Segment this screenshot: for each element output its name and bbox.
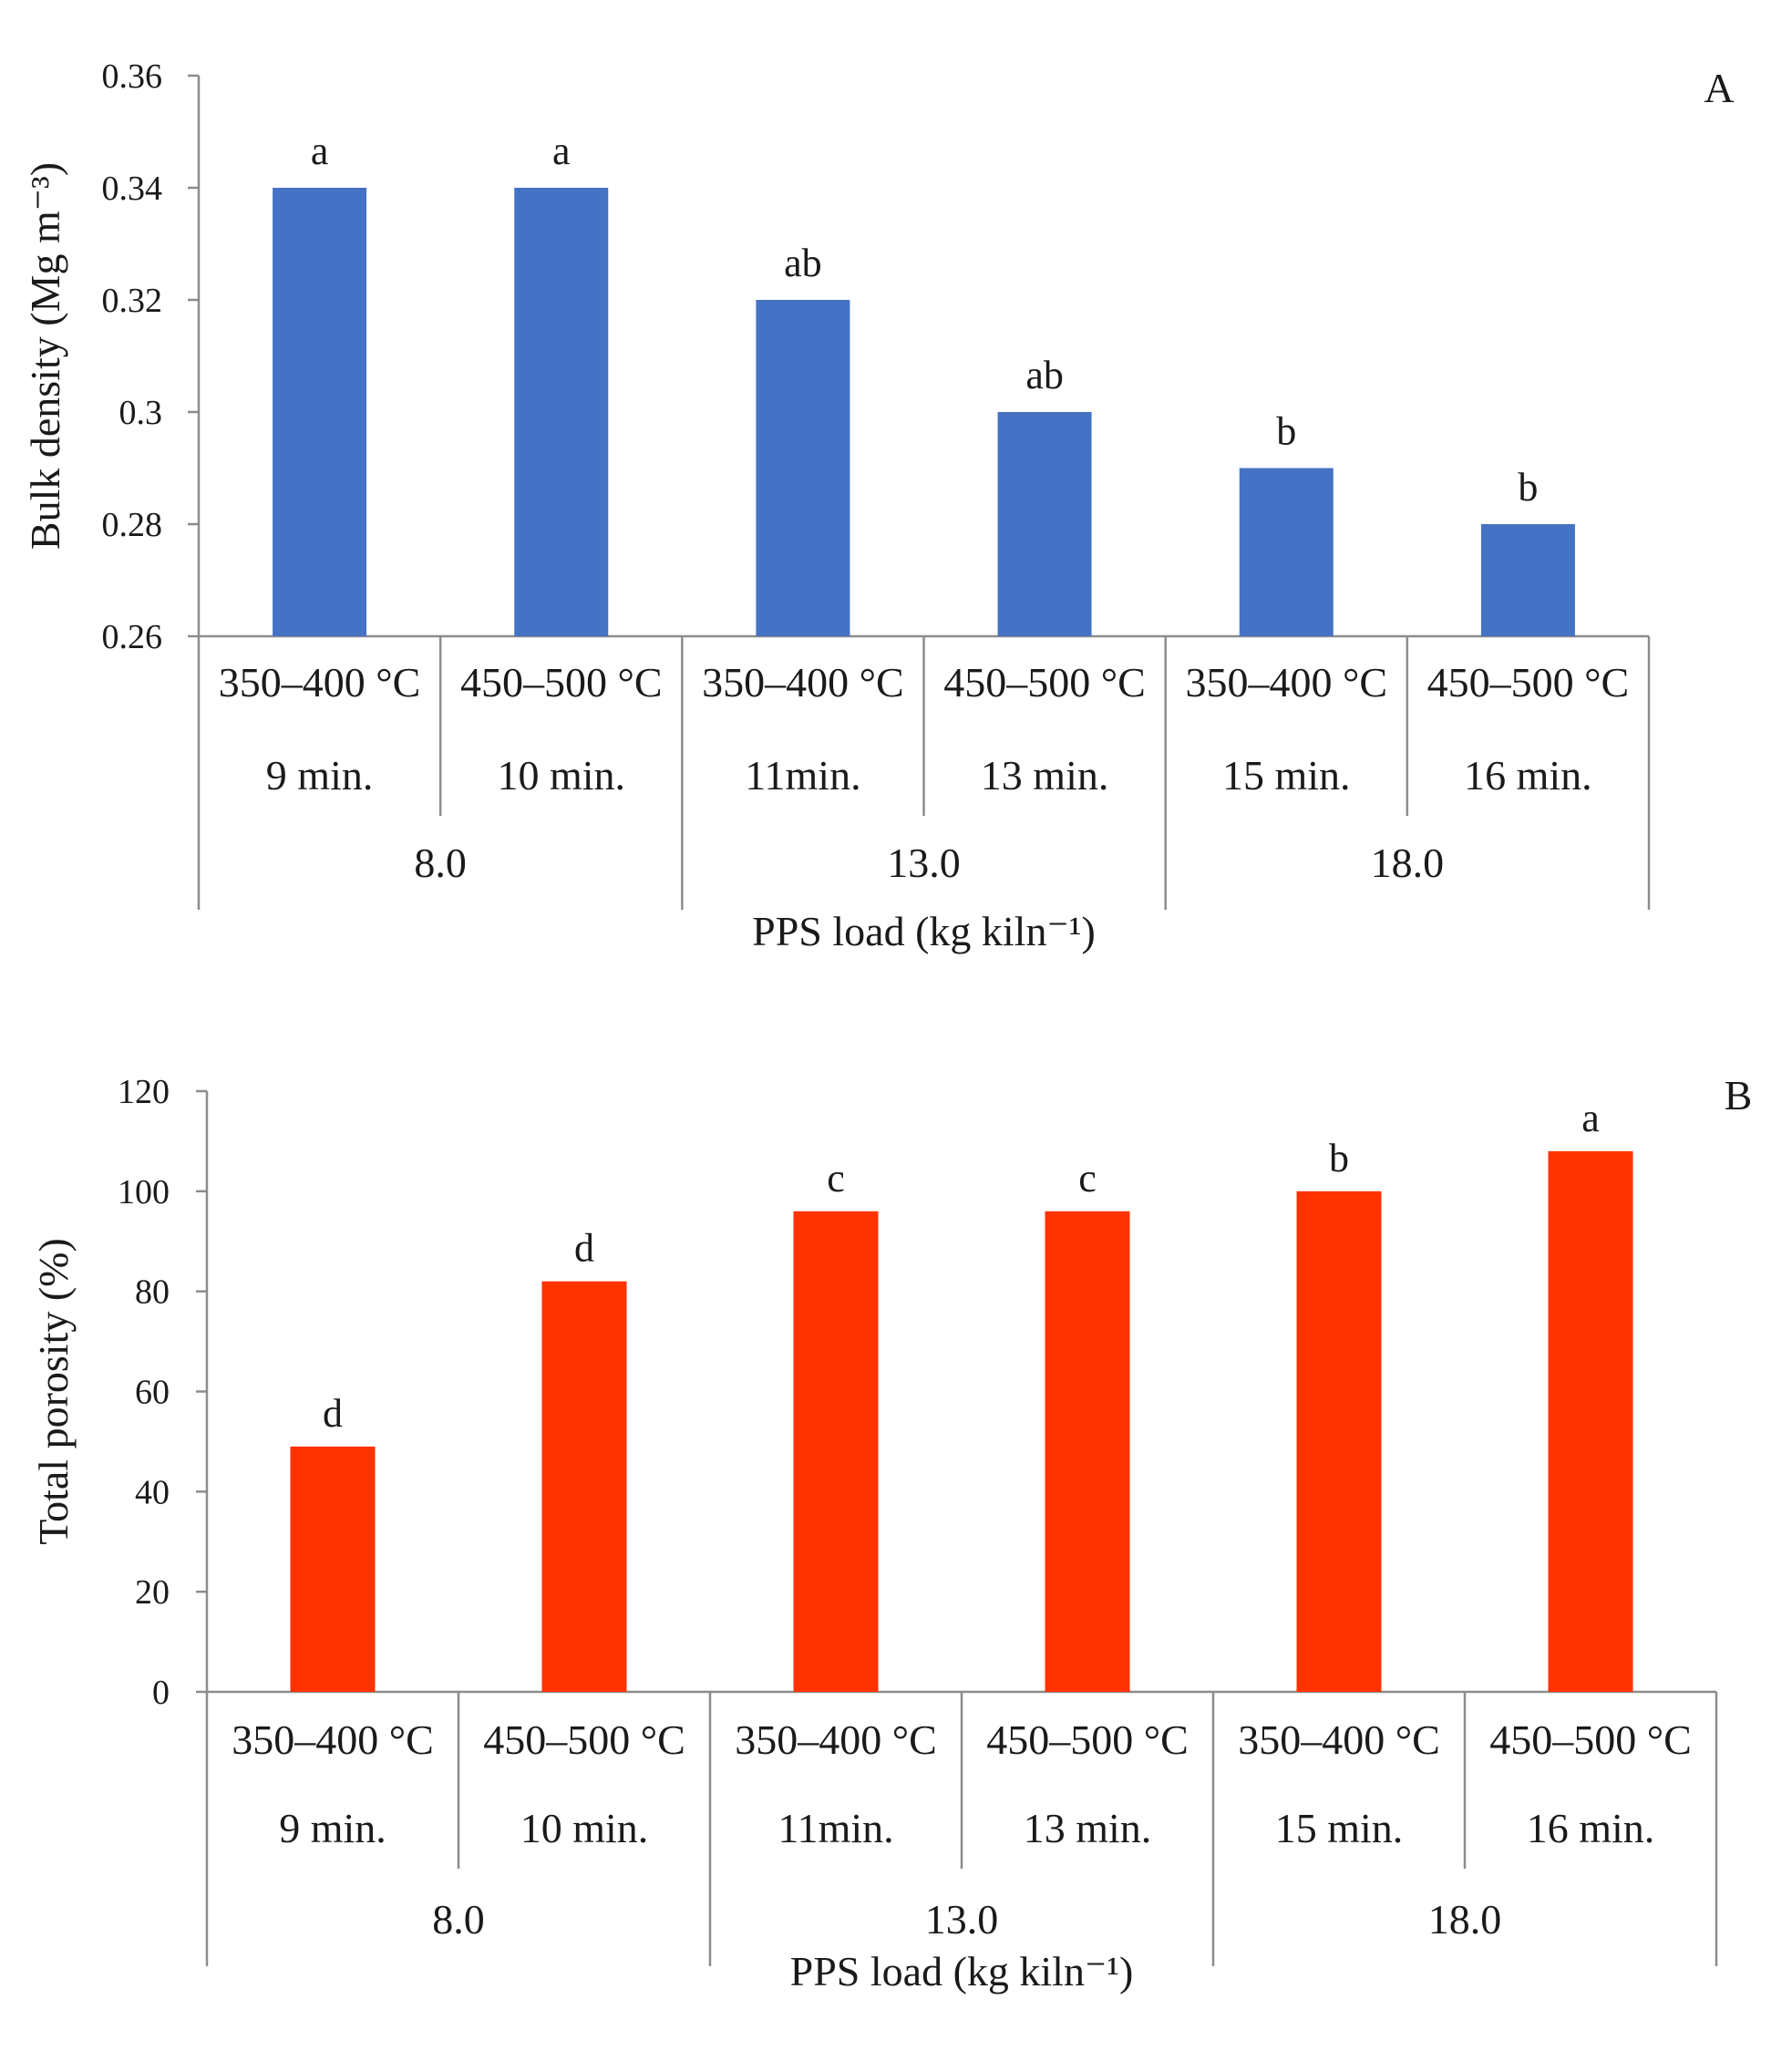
bar <box>273 188 367 636</box>
significance-label: b <box>1518 465 1538 510</box>
significance-label: d <box>574 1226 594 1271</box>
y-tick-label: 0.36 <box>102 57 163 96</box>
group-label: 8.0 <box>432 1896 485 1943</box>
bar <box>1548 1150 1633 1692</box>
bar <box>514 188 609 636</box>
y-tick-label: 0.32 <box>102 282 163 320</box>
y-tick-label: 0.26 <box>102 618 163 656</box>
category-temperature-label: 350–400 °C <box>702 659 904 706</box>
x-axis-title: PPS load (kg kiln⁻¹) <box>752 908 1096 954</box>
category-temperature-label: 450–500 °C <box>943 659 1146 706</box>
bar <box>1480 524 1575 636</box>
y-axis-title: Bulk density (Mg m⁻³) <box>22 162 68 550</box>
x-axis-title: PPS load (kg kiln⁻¹) <box>790 1948 1134 1994</box>
category-time-label: 13 min. <box>981 752 1109 799</box>
category-time-label: 16 min. <box>1464 752 1592 799</box>
significance-label: ab <box>1025 353 1064 397</box>
significance-label: b <box>1329 1136 1349 1180</box>
y-tick-label: 0 <box>152 1674 170 1712</box>
category-time-label: 10 min. <box>520 1805 649 1851</box>
y-tick-label: 20 <box>135 1573 170 1612</box>
category-time-label: 13 min. <box>1024 1805 1152 1851</box>
category-temperature-label: 350–400 °C <box>1185 659 1387 706</box>
bar <box>1045 1211 1130 1692</box>
category-time-label: 11min. <box>745 752 860 799</box>
category-temperature-label: 450–500 °C <box>1427 659 1630 706</box>
group-label: 13.0 <box>887 840 961 886</box>
bar <box>997 412 1092 636</box>
y-tick-label: 0.34 <box>102 170 163 208</box>
category-temperature-label: 350–400 °C <box>232 1716 434 1763</box>
group-label: 8.0 <box>414 840 467 886</box>
significance-label: a <box>552 129 571 173</box>
bar <box>793 1211 879 1692</box>
bar <box>756 300 850 636</box>
category-time-label: 9 min. <box>279 1805 386 1851</box>
chart-panel-b: 0 20 40 60 80 100 120 d 350–400 °C 9 min. d 450–500… <box>30 1072 1752 1994</box>
category-temperature-label: 450–500 °C <box>460 659 663 706</box>
y-tick-label: 80 <box>135 1273 170 1312</box>
category-time-label: 11min. <box>778 1805 893 1851</box>
significance-label: a <box>1581 1096 1600 1140</box>
significance-label: b <box>1276 409 1296 454</box>
y-tick-label: 40 <box>135 1473 170 1511</box>
significance-label: ab <box>784 241 822 285</box>
y-tick-label: 120 <box>118 1073 170 1111</box>
category-temperature-label: 350–400 °C <box>219 659 421 706</box>
y-tick-label: 0.3 <box>119 394 163 432</box>
bar <box>1239 468 1334 636</box>
bar <box>1296 1190 1382 1692</box>
significance-label: d <box>323 1391 343 1436</box>
category-time-label: 15 min. <box>1275 1805 1404 1851</box>
chart-panel-a: 0.26 0.28 0.3 0.32 0.34 0.36 a 350–400 °C 9 min.… <box>22 57 1735 954</box>
category-time-label: 9 min. <box>266 752 374 799</box>
bar <box>290 1446 376 1692</box>
category-temperature-label: 350–400 °C <box>1238 1716 1440 1763</box>
group-label: 18.0 <box>1428 1896 1502 1943</box>
group-label: 18.0 <box>1371 840 1445 886</box>
y-axis-title: Total porosity (%) <box>30 1238 77 1545</box>
category-temperature-label: 450–500 °C <box>1489 1716 1692 1763</box>
y-tick-label: 0.28 <box>102 506 163 544</box>
category-temperature-label: 350–400 °C <box>735 1716 937 1763</box>
group-label: 13.0 <box>925 1896 999 1943</box>
panel-label: A <box>1704 65 1734 111</box>
panel-label: B <box>1725 1072 1753 1118</box>
category-time-label: 10 min. <box>497 752 625 799</box>
category-temperature-label: 450–500 °C <box>483 1716 685 1763</box>
category-temperature-label: 450–500 °C <box>986 1716 1189 1763</box>
category-time-label: 15 min. <box>1222 752 1351 799</box>
significance-label: a <box>311 129 329 173</box>
significance-label: c <box>1078 1156 1097 1201</box>
bar <box>541 1281 627 1692</box>
y-tick-label: 100 <box>118 1173 170 1211</box>
significance-label: c <box>827 1156 845 1201</box>
y-tick-label: 60 <box>135 1374 170 1412</box>
category-time-label: 16 min. <box>1527 1805 1655 1851</box>
